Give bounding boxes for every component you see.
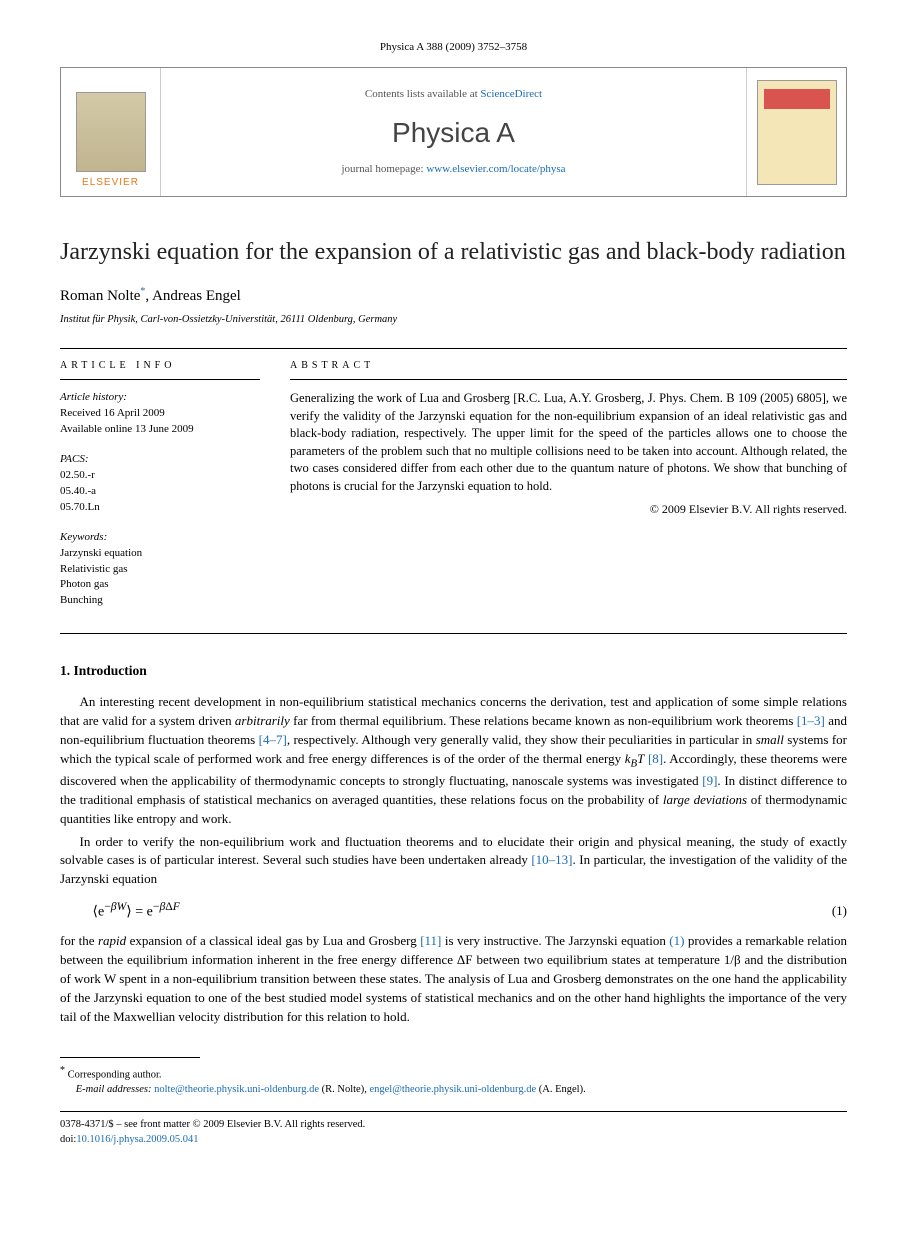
footnote-rule [60,1057,200,1058]
pacs-code: 05.70.Ln [60,500,260,516]
keyword: Jarzynski equation [60,546,260,562]
publisher-name: ELSEVIER [82,176,139,190]
text: is very instructive. The Jarzynski equat… [441,933,669,948]
homepage-prefix: journal homepage: [341,163,426,175]
corresponding-label: Corresponding author. [68,1069,162,1080]
emphasis: rapid [98,933,126,948]
pacs-code: 02.50.-r [60,468,260,484]
article-info-column: ARTICLE INFO Article history: Received 1… [60,349,260,633]
citation-link[interactable]: [9] [702,773,717,788]
paragraph-2: In order to verify the non-equilibrium w… [60,833,847,890]
journal-masthead: ELSEVIER Contents lists available at Sci… [60,67,847,197]
history-label: Article history: [60,390,260,406]
corresponding-author-note: * Corresponding author. [60,1064,847,1083]
paragraph-3: for the rapid expansion of a classical i… [60,932,847,1026]
email-label: E-mail addresses: [76,1084,152,1095]
contents-line: Contents lists available at ScienceDirec… [365,87,542,102]
publisher-logo-block: ELSEVIER [61,68,161,196]
footnote-mark: * [60,1065,65,1076]
journal-name: Physica A [392,113,515,152]
article-info-heading: ARTICLE INFO [60,359,260,380]
email-link[interactable]: nolte@theorie.physik.uni-oldenburg.de [154,1084,319,1095]
text: , respectively. Although very generally … [287,732,756,747]
abstract-column: ABSTRACT Generalizing the work of Lua an… [290,349,847,633]
text: expansion of a classical ideal gas by Lu… [126,933,420,948]
author-2: Andreas Engel [152,288,241,304]
received-date: Received 16 April 2009 [60,406,260,422]
keyword: Photon gas [60,577,260,593]
email-footnote: E-mail addresses: nolte@theorie.physik.u… [60,1083,847,1098]
contents-prefix: Contents lists available at [365,88,480,100]
journal-cover-icon [757,80,837,185]
journal-cover-block [746,68,846,196]
doi-line: doi:10.1016/j.physa.2009.05.041 [60,1133,847,1148]
citation-link[interactable]: [11] [420,933,441,948]
article-history: Article history: Received 16 April 2009 … [60,390,260,438]
footer-rule [60,1111,847,1112]
keyword: Bunching [60,593,260,609]
abstract-text: Generalizing the work of Lua and Grosber… [290,390,847,495]
article-title: Jarzynski equation for the expansion of … [60,237,847,267]
elsevier-tree-icon [76,92,146,172]
pacs-block: PACS: 02.50.-r 05.40.-a 05.70.Ln [60,452,260,516]
author-1: Roman Nolte [60,288,140,304]
sciencedirect-link[interactable]: ScienceDirect [480,88,542,100]
affiliation: Institut für Physik, Carl-von-Ossietzky-… [60,313,847,328]
homepage-line: journal homepage: www.elsevier.com/locat… [341,162,565,177]
doi-label: doi: [60,1134,76,1145]
equation-number: (1) [832,902,847,920]
info-abstract-block: ARTICLE INFO Article history: Received 1… [60,348,847,634]
text: (R. Nolte), [319,1084,369,1095]
math-inline: kBT [625,751,645,766]
doi-link[interactable]: 10.1016/j.physa.2009.05.041 [76,1134,198,1145]
masthead-center: Contents lists available at ScienceDirec… [161,68,746,196]
text: (A. Engel). [536,1084,586,1095]
paragraph-1: An interesting recent development in non… [60,693,847,828]
citation-link[interactable]: [4–7] [259,732,287,747]
text: far from thermal equilibrium. These rela… [290,713,797,728]
text: for the [60,933,98,948]
citation-link[interactable]: [10–13] [531,852,572,867]
online-date: Available online 13 June 2009 [60,422,260,438]
abstract-heading: ABSTRACT [290,359,847,380]
section-1-heading: 1. Introduction [60,662,847,681]
equation-1: ⟨e−βW⟩ = e−βΔF (1) [93,899,848,922]
emphasis: large deviations [663,792,747,807]
emphasis: small [756,732,784,747]
citation-link[interactable]: [1–3] [797,713,825,728]
running-header: Physica A 388 (2009) 3752–3758 [60,40,847,55]
email-link[interactable]: engel@theorie.physik.uni-oldenburg.de [369,1084,536,1095]
keyword: Relativistic gas [60,562,260,578]
pacs-label: PACS: [60,452,260,468]
citation-link[interactable]: [8] [648,751,663,766]
author-list: Roman Nolte*, Andreas Engel [60,285,847,307]
issn-copyright-line: 0378-4371/$ – see front matter © 2009 El… [60,1118,847,1133]
equation-body: ⟨e−βW⟩ = e−βΔF [93,899,832,922]
homepage-link[interactable]: www.elsevier.com/locate/physa [426,163,565,175]
abstract-copyright: © 2009 Elsevier B.V. All rights reserved… [290,501,847,518]
equation-ref-link[interactable]: (1) [669,933,684,948]
pacs-code: 05.40.-a [60,484,260,500]
keywords-block: Keywords: Jarzynski equation Relativisti… [60,530,260,610]
keywords-label: Keywords: [60,530,260,546]
emphasis: arbitrarily [235,713,290,728]
